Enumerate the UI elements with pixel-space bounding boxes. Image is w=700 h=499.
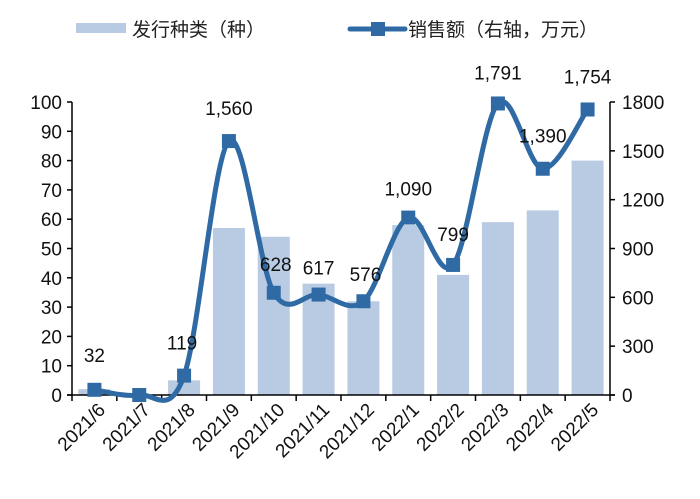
y-left-tick-label: 30	[41, 298, 62, 319]
line-marker	[490, 96, 505, 111]
x-tick-label: 2021/6	[54, 400, 110, 456]
line-marker	[177, 368, 192, 383]
bar	[392, 225, 425, 395]
data-label: 32	[84, 346, 105, 367]
data-label: 1,090	[384, 180, 432, 201]
legend-bar-swatch	[76, 23, 126, 33]
legend-line-marker	[371, 22, 385, 36]
x-tick-label: 2022/3	[458, 400, 514, 456]
bar	[302, 283, 335, 395]
legend-line-label: 销售额（右轴，万元）	[408, 19, 598, 41]
line-marker	[221, 134, 236, 149]
y-right-tick-label: 1500	[622, 142, 664, 163]
x-tick-label: 2022/5	[547, 400, 603, 456]
data-label: 576	[350, 265, 382, 286]
line-marker	[446, 257, 461, 272]
y-left-tick-label: 70	[41, 181, 62, 202]
y-right-tick-label: 1800	[622, 93, 664, 114]
data-label: 628	[260, 255, 292, 276]
line-marker	[132, 388, 147, 402]
x-tick-label: 2021/7	[99, 400, 155, 456]
y-right-tick-label: 300	[622, 337, 654, 358]
line-marker	[401, 210, 416, 225]
line-marker	[266, 285, 281, 300]
y-left-tick-label: 10	[41, 357, 62, 378]
y-right-tick-label: 0	[622, 386, 633, 407]
y-left-tick-label: 100	[30, 93, 62, 114]
bar	[526, 210, 559, 395]
legend-bar-label: 发行种类（种）	[132, 19, 265, 41]
data-labels: 32 119 1,560 628 617 576 1,090 799 1,791 1,390 1,7…	[84, 63, 612, 366]
y-right-tick-label: 900	[622, 240, 654, 261]
bar-series	[78, 160, 604, 395]
bar	[481, 222, 514, 395]
y-left-tick-label: 90	[41, 122, 62, 143]
data-label: 617	[303, 259, 335, 280]
legend: 发行种类（种） 销售额（右轴，万元）	[76, 19, 598, 41]
bar	[212, 227, 245, 395]
y-left-tick-label: 80	[41, 152, 62, 173]
data-label: 1,390	[519, 127, 567, 148]
y-left-tick-label: 50	[41, 240, 62, 261]
line-marker	[535, 161, 550, 176]
data-label: 1,754	[564, 67, 612, 88]
y-left-tick-label: 40	[41, 269, 62, 290]
bar	[347, 301, 380, 395]
line-marker	[580, 102, 595, 117]
y-right-tick-label: 600	[622, 288, 654, 309]
data-label: 1,791	[474, 63, 522, 84]
y-right-tick-label: 1200	[622, 191, 664, 212]
x-tick-label: 2022/1	[368, 400, 424, 456]
data-label: 119	[167, 334, 197, 355]
y-left-tick-label: 60	[41, 210, 62, 231]
line-marker	[311, 287, 326, 302]
x-tick-label: 2021/8	[144, 400, 200, 456]
y-left-tick-label: 20	[41, 327, 62, 348]
bar	[571, 160, 604, 395]
x-tick-label: 2022/4	[502, 399, 558, 455]
line-marker	[356, 294, 371, 309]
data-label: 799	[437, 225, 469, 246]
line-marker	[87, 382, 102, 397]
line-series	[87, 96, 595, 403]
x-tick-label: 2022/2	[413, 400, 469, 456]
data-label: 1,560	[205, 99, 253, 120]
axes: 0 10 20 30 40 50 60 70 80 90 100 0 300 600 900 1200 1500…	[30, 93, 664, 463]
bar	[437, 274, 470, 395]
y-left-tick-label: 0	[51, 386, 62, 407]
